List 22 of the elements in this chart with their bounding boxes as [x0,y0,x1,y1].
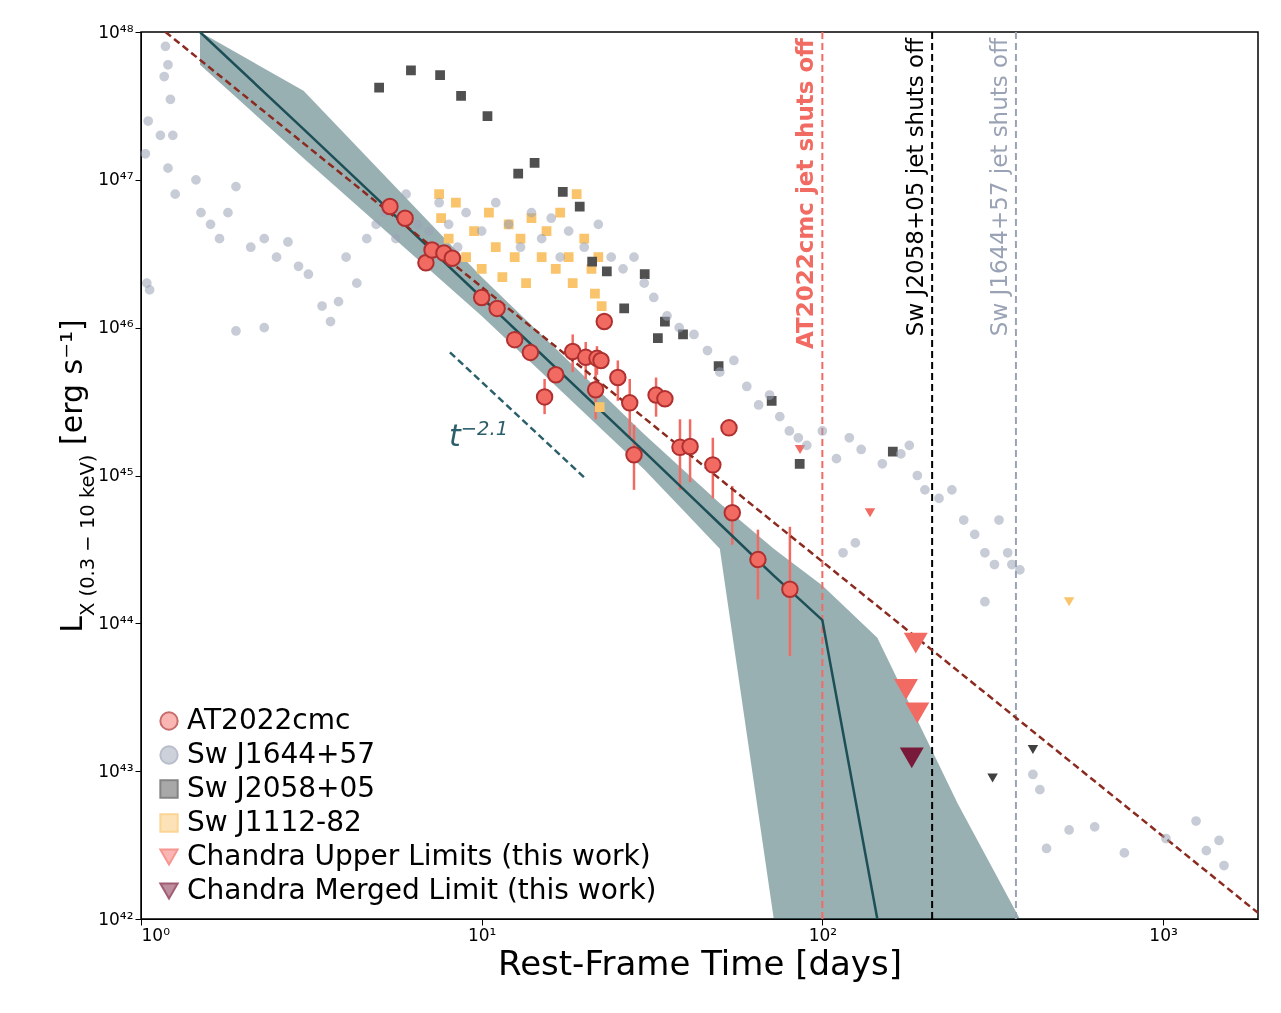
legend-label: Chandra Upper Limits (this work) [187,839,651,872]
y-tick-label: 10⁴⁵ [98,465,134,485]
x-tick-label: 10⁰ [141,924,171,945]
y-tick-label: 10⁴³ [98,760,134,781]
legend-label: Sw J1644+57 [187,737,376,770]
x-tick-label: 10¹ [467,924,497,945]
ref-line-label: AT2022cmc jet shuts off [792,37,819,350]
y-tick-label: 10⁴⁴ [98,612,134,633]
legend-label: AT2022cmc [187,703,351,736]
x-tick-label: 10³ [1149,924,1178,945]
annotation: t$^{−2.1}$ [449,416,509,453]
ref-line-label: Sw J1644+57 jet shuts off [985,36,1012,337]
legend-label: Sw J2058+05 [187,771,376,804]
x-tick-label: 10² [808,924,838,945]
legend-label: Sw J1112-82 [187,805,362,838]
legend-label: Chandra Merged Limit (this work) [187,873,657,906]
y-tick-label: 10⁴⁶ [98,317,134,338]
x-axis-title: Rest-Frame Time [days] [498,942,902,983]
ref-line-label: Sw J2058+05 jet shuts off [902,36,929,337]
y-tick-label: 10⁴⁸ [98,21,134,42]
y-tick-label: 10⁴² [98,908,134,929]
y-tick-label: 10⁴⁷ [98,169,134,190]
